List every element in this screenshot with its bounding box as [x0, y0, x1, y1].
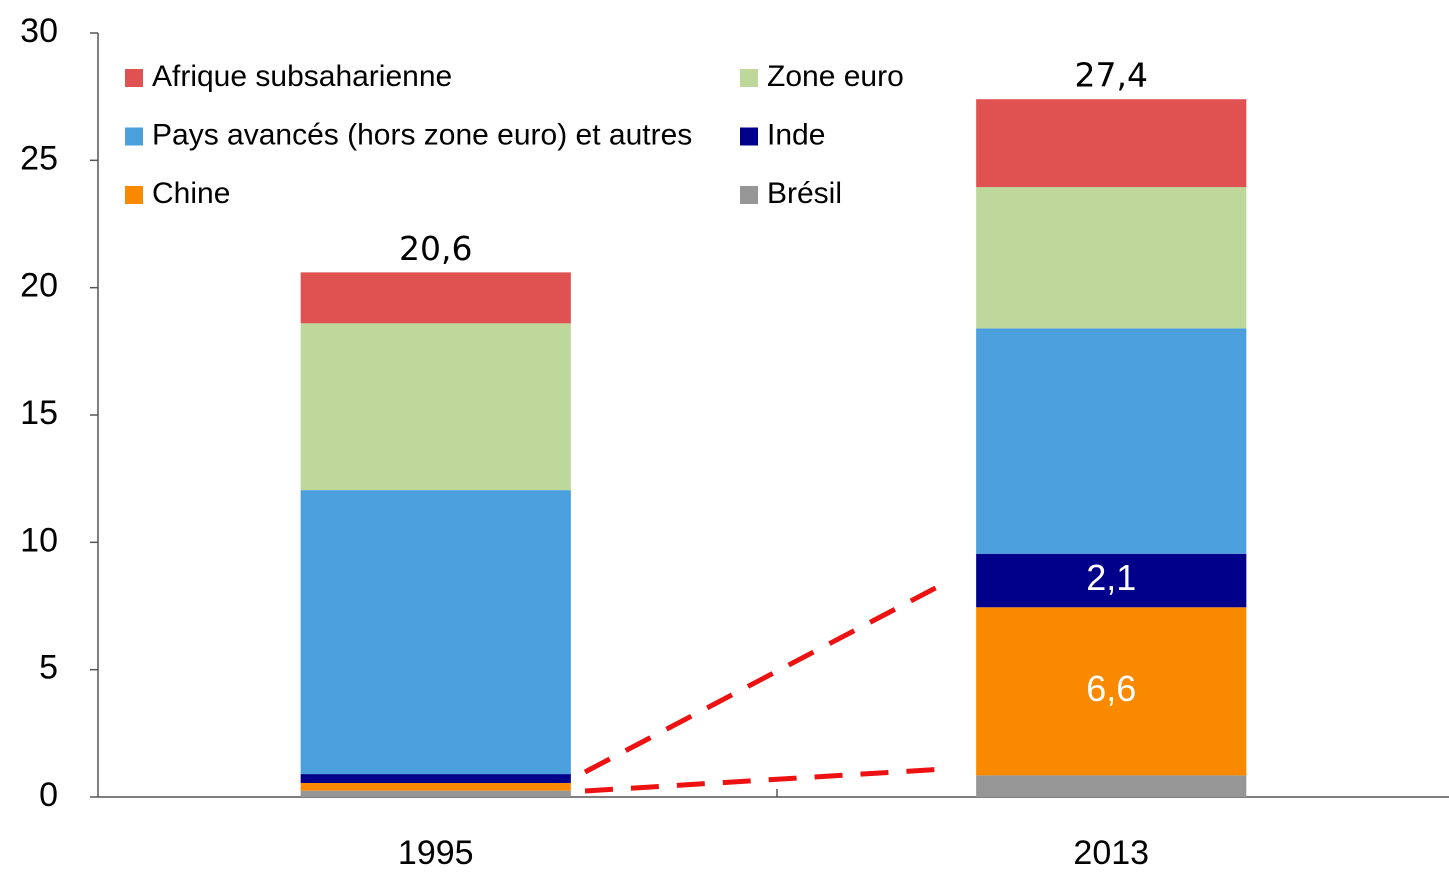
bar-segment: [976, 775, 1247, 797]
bar-segment: [976, 328, 1247, 554]
y-tick-label: 0: [39, 776, 58, 814]
x-tick-label: 1995: [398, 834, 474, 872]
legend-swatch: [125, 69, 143, 87]
legend-label: Chine: [152, 177, 230, 210]
bar-segment: [976, 553, 1247, 608]
value-label: 6,6: [1086, 668, 1136, 709]
connector-line: [583, 580, 947, 775]
legend-swatch: [125, 186, 143, 204]
bar-segment: [300, 774, 571, 783]
legend-swatch: [125, 127, 143, 146]
bar-segment: [300, 790, 571, 797]
legend-label: Brésil: [767, 177, 842, 210]
connector-line: [584, 766, 946, 794]
y-tick-label: 15: [20, 394, 58, 432]
legend-label: Afrique subsaharienne: [152, 60, 452, 93]
legend-swatch: [740, 69, 758, 87]
bar-segment: [976, 607, 1247, 776]
y-tick-label: 25: [20, 139, 58, 177]
y-tick-label: 30: [20, 12, 58, 50]
value-label: 2,1: [1086, 557, 1136, 598]
legend-swatch: [740, 186, 758, 204]
bar-segment: [976, 99, 1247, 188]
legend-label: Zone euro: [767, 60, 904, 93]
legend-swatch: [740, 127, 758, 146]
bar-segment: [976, 187, 1247, 329]
bars: [300, 99, 1247, 797]
total-label: 20,6: [399, 229, 472, 268]
y-tick-label: 10: [20, 521, 58, 559]
y-tick-label: 5: [39, 649, 58, 687]
total-label: 27,4: [1075, 56, 1148, 95]
bar-segment: [300, 782, 571, 791]
y-tick-label: 20: [20, 267, 58, 305]
legend-label: Pays avancés (hors zone euro) et autres: [152, 118, 692, 151]
bar-segment: [300, 272, 571, 324]
bar-segment: [300, 323, 571, 491]
bar-segment: [300, 490, 571, 775]
x-tick-label: 2013: [1073, 834, 1149, 872]
legend-label: Inde: [767, 118, 825, 151]
